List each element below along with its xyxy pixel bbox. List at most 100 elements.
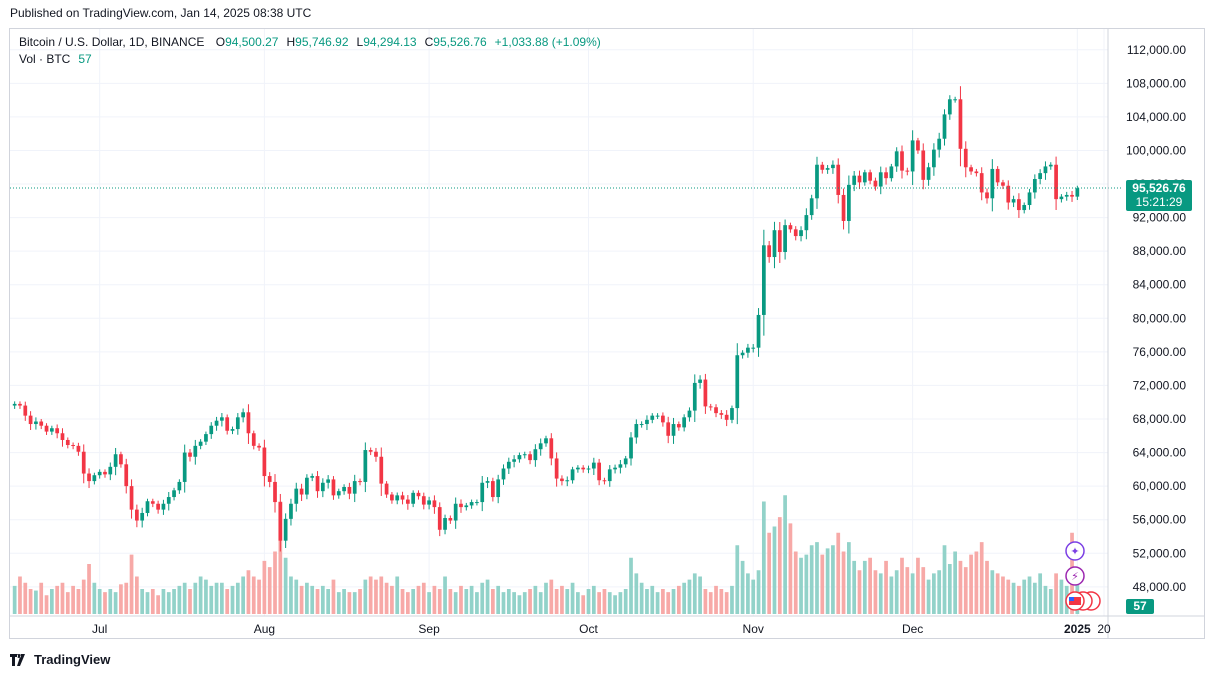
price-tick-label: 72,000.00 (1133, 378, 1187, 392)
volume-bar (740, 560, 745, 614)
price-tick-label: 108,000.00 (1126, 76, 1186, 90)
volume-bar (565, 589, 570, 614)
volume-bar (1017, 585, 1021, 614)
candle-body (974, 171, 979, 174)
volume-bar (1027, 576, 1032, 614)
candle-body (639, 424, 644, 426)
volume-bar (135, 576, 139, 614)
candle-body (528, 454, 532, 461)
volume-bar (336, 592, 341, 614)
candle-body (953, 99, 957, 101)
chart-frame[interactable] (9, 28, 1205, 639)
volume-bar (390, 585, 394, 614)
candle-body (363, 450, 368, 482)
candle-body (852, 175, 857, 185)
volume-bar (708, 592, 713, 614)
volume-bar (352, 592, 357, 614)
volume-bar (34, 590, 38, 614)
volume-bar (209, 585, 214, 614)
volume-bar (459, 585, 463, 614)
volume-bar (512, 592, 516, 614)
volume-bar (103, 592, 107, 614)
candle-body (937, 138, 942, 150)
candle-body (464, 505, 469, 508)
candle-body (390, 494, 394, 501)
volume-bar (772, 526, 777, 614)
candle-body (549, 438, 554, 459)
candle-body (172, 490, 176, 498)
candle-body (1022, 205, 1027, 211)
candle-body (480, 482, 485, 503)
candle-body (140, 512, 145, 521)
candle-body (878, 172, 883, 187)
volume-bar (289, 576, 293, 614)
time-tick-label: Dec (902, 622, 923, 636)
volume-bar (65, 592, 70, 614)
volume-bar (809, 545, 814, 614)
candle-body (767, 245, 772, 258)
volume-bar (501, 592, 506, 614)
candle-body (278, 502, 283, 541)
candle-body (985, 192, 989, 199)
volume-bar (682, 582, 687, 614)
candle-body (326, 479, 331, 483)
candle-body (815, 164, 819, 199)
candle-body (12, 403, 17, 406)
volume-bar (836, 532, 841, 614)
candle-body (942, 114, 947, 139)
low-value: 94,294.13 (363, 35, 417, 49)
volume-bar (730, 585, 734, 614)
candle-body (793, 229, 798, 237)
candle-body (379, 456, 384, 484)
last-volume-tag: 57 (1126, 599, 1154, 614)
candle-body (485, 481, 490, 483)
candle-body (932, 149, 936, 168)
bar-countdown: 15:21:29 (1135, 195, 1183, 209)
candle-body (963, 148, 968, 168)
symbol-legend: Bitcoin / U.S. Dollar, 1D, BINANCE O94,5… (19, 35, 609, 49)
candle-body (400, 495, 405, 500)
candle-body (469, 502, 474, 506)
volume-bar (538, 592, 543, 614)
volume-bar (374, 579, 378, 614)
candle-body (703, 379, 708, 407)
volume-bar (113, 592, 118, 614)
candle-body (65, 439, 70, 446)
lightning-event-icon (1065, 566, 1085, 586)
candle-body (427, 500, 431, 505)
candle-body (475, 502, 479, 504)
candle-body (294, 488, 299, 504)
volume-bar (974, 551, 979, 614)
volume-bar (666, 592, 671, 614)
candle-body (1011, 199, 1016, 203)
candle-body (831, 164, 835, 169)
published-line: Published on TradingView.com, Jan 14, 20… (10, 6, 312, 20)
volume-bar (464, 589, 469, 614)
volume-bar (735, 545, 740, 614)
candle-body (437, 507, 442, 530)
candle-body (1017, 199, 1021, 211)
candle-body (501, 468, 506, 480)
volume-bar (257, 579, 261, 614)
candle-body (724, 414, 729, 420)
candle-body (320, 482, 325, 492)
volume-bar (607, 592, 612, 614)
volume-bar (326, 589, 331, 614)
last-price-tag: 95,526.76 15:21:29 (1126, 180, 1192, 211)
volume-bar (751, 579, 756, 614)
volume-bar (49, 589, 54, 614)
price-tick-label: 112,000.00 (1127, 43, 1186, 57)
volume-bar (480, 582, 485, 614)
candles (12, 86, 1080, 552)
volume-bar (1011, 582, 1016, 614)
candle-body (979, 173, 984, 193)
volume-bar (469, 585, 474, 614)
candle-body (235, 417, 240, 430)
volume-bar (517, 595, 522, 614)
tradingview-logo[interactable]: TradingView (10, 652, 110, 667)
candle-body (655, 415, 660, 417)
volume-bar (97, 589, 102, 614)
volume-bar (315, 589, 320, 614)
volume-bar (347, 592, 352, 614)
